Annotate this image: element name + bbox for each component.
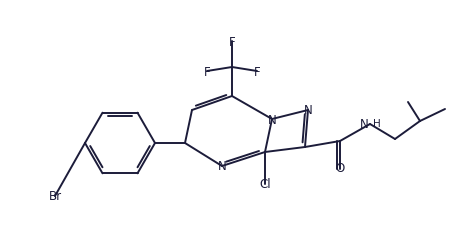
Text: N: N bbox=[218, 160, 226, 173]
Text: F: F bbox=[229, 35, 235, 48]
Text: N: N bbox=[304, 104, 312, 117]
Text: O: O bbox=[335, 162, 345, 175]
Text: H: H bbox=[373, 118, 381, 128]
Text: F: F bbox=[254, 65, 260, 78]
Text: Cl: Cl bbox=[259, 178, 271, 191]
Text: N: N bbox=[360, 118, 369, 131]
Text: Br: Br bbox=[49, 190, 61, 203]
Text: F: F bbox=[204, 65, 210, 78]
Text: N: N bbox=[267, 113, 276, 126]
